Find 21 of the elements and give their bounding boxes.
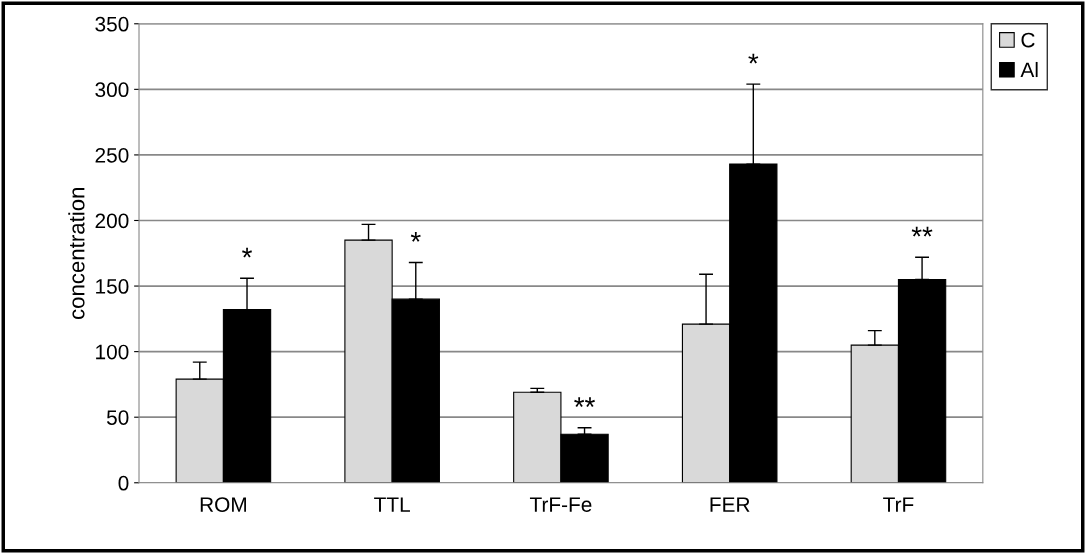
annotation: *: [242, 247, 252, 258]
x-tick-label: TrF-Fe: [529, 497, 592, 512]
x-tick-label: FER: [710, 497, 750, 512]
x-tick-label: ROM: [200, 497, 246, 512]
annotation: *: [748, 53, 759, 64]
y-tick-label: 300: [95, 82, 129, 98]
annotation: *: [410, 232, 421, 242]
y-tick-label: 250: [95, 147, 129, 163]
x-tick-label: TTL: [374, 497, 410, 512]
y-tick-label: 350: [95, 16, 129, 32]
y-tick-label: 50: [106, 410, 129, 425]
annotation: **: [911, 226, 933, 237]
y-tick-label: 200: [95, 213, 129, 229]
y-axis-title: concentration: [68, 188, 85, 320]
y-tick-label: 0: [118, 475, 129, 491]
x-tick-label: TrF: [883, 497, 914, 512]
legend-label: C: [1021, 32, 1035, 48]
y-tick-label: 150: [96, 279, 129, 294]
annotation: **: [574, 397, 595, 408]
legend-label: Al: [1020, 61, 1038, 78]
y-tick-label: 100: [96, 344, 129, 360]
